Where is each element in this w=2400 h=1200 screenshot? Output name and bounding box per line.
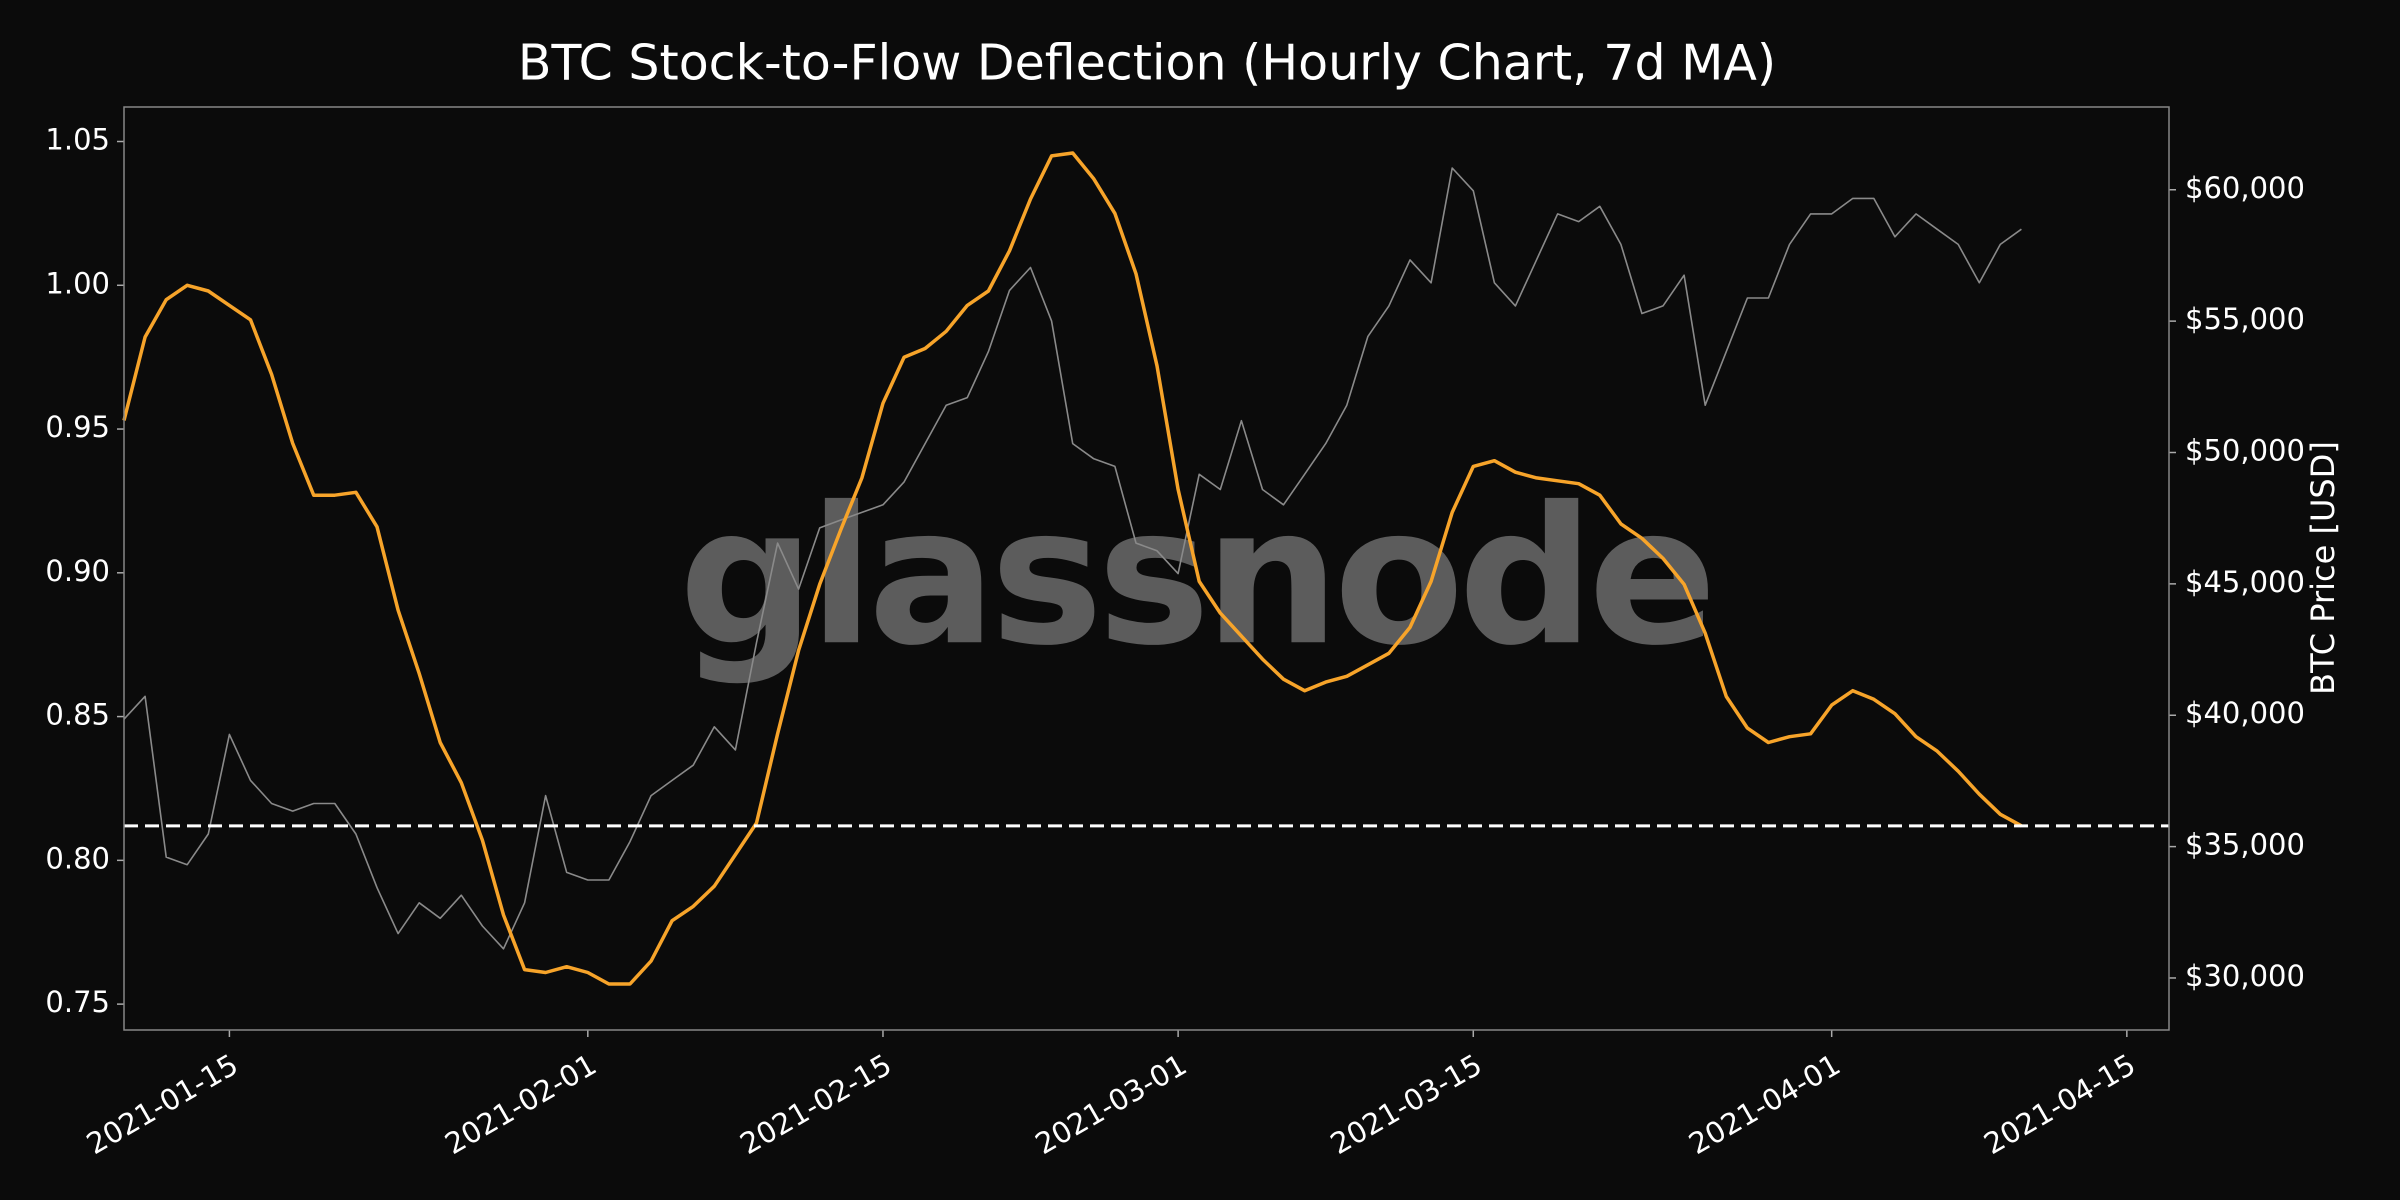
y2-tick-label: $35,000 [2185, 828, 2305, 862]
y-tick-label: 0.90 [45, 554, 110, 588]
y2-tick-label: $60,000 [2185, 171, 2305, 205]
y-tick-label: 0.80 [45, 841, 110, 875]
series-line [122, 151, 2023, 986]
y-tick-label: 1.05 [45, 123, 110, 157]
y2-tick-label: $40,000 [2185, 696, 2305, 730]
y2-axis-title: BTC Price [USD] [2304, 441, 2342, 695]
y2-tick-label: $45,000 [2185, 565, 2305, 599]
plot-frame [123, 106, 2170, 1031]
y2-tick-label: $50,000 [2185, 434, 2305, 468]
y-tick-label: 1.00 [45, 266, 110, 300]
y2-tick-label: $55,000 [2185, 302, 2305, 336]
y2-tick-label: $30,000 [2185, 959, 2305, 993]
series-line [123, 167, 2022, 950]
chart-title: BTC Stock-to-Flow Deflection (Hourly Cha… [518, 35, 1776, 92]
y-tick-label: 0.85 [45, 698, 110, 732]
y-tick-label: 0.95 [45, 410, 110, 444]
y-tick-label: 0.75 [45, 985, 110, 1019]
watermark: glassnode [679, 466, 1711, 687]
